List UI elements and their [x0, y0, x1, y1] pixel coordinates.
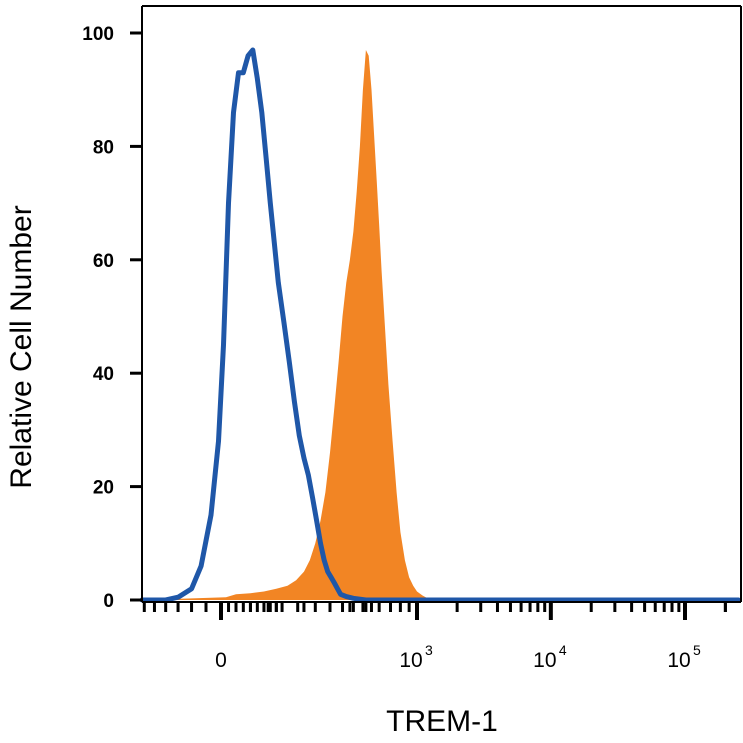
x-axis-title: TREM-1 [386, 705, 498, 738]
y-tick-label: 0 [103, 591, 114, 612]
x-tick-label: 10 [399, 649, 422, 672]
y-tick-label: 100 [82, 24, 114, 45]
x-tick-label: 10 [667, 649, 690, 672]
x-tick-exponent: 3 [425, 642, 433, 658]
x-tick-exponent: 5 [693, 642, 701, 658]
y-axis-title: Relative Cell Number [5, 205, 38, 488]
x-tick-exponent: 4 [559, 642, 567, 658]
y-tick-label: 20 [93, 478, 114, 499]
y-tick-label: 60 [93, 251, 114, 272]
y-tick-label: 40 [93, 364, 114, 385]
x-tick-label: 10 [533, 649, 556, 672]
y-tick-label: 80 [93, 137, 114, 158]
series-1-line [139, 47, 741, 603]
x-tick-label: 0 [215, 649, 227, 672]
